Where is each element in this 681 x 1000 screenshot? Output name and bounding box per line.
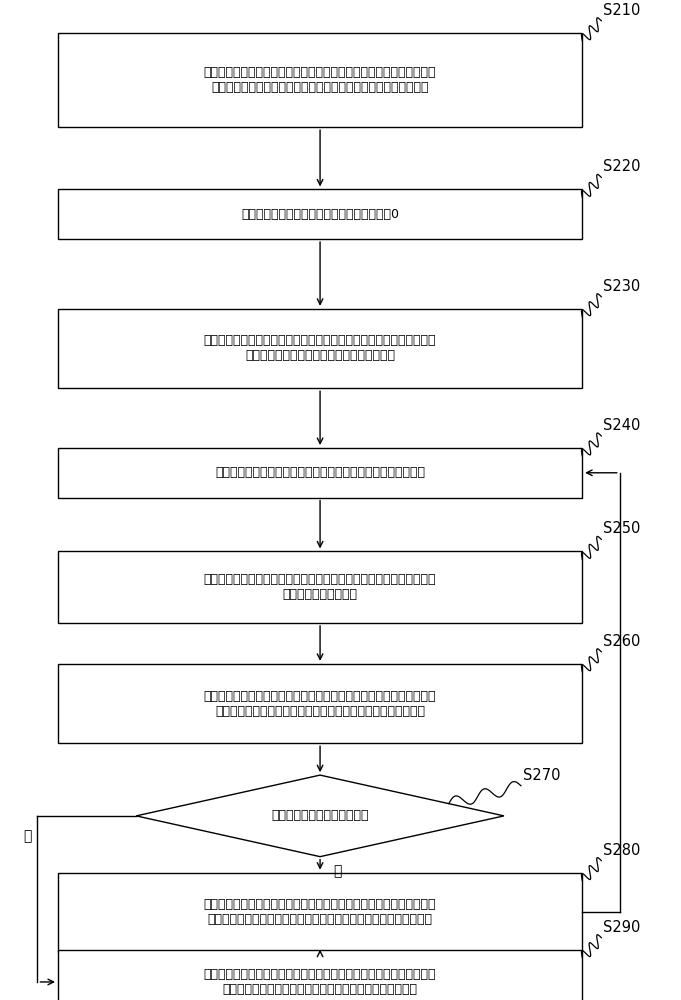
Text: S220: S220 [603, 159, 641, 174]
FancyBboxPatch shape [58, 950, 582, 1000]
Text: 对所述迭代变量进行自增加操作，并基于所述更新系数对所述候选配置
参数集中相应的候选参数值进行更新操作，形成新的候选配置参数集: 对所述迭代变量进行自增加操作，并基于所述更新系数对所述候选配置 参数集中相应的候… [204, 898, 437, 926]
Text: S260: S260 [603, 634, 641, 649]
Text: 确定所述配置成本控制模型的候选配置参数集，其中，所述候选配置参
数集包含所述配置参数的至少一组候选参数值: 确定所述配置成本控制模型的候选配置参数集，其中，所述候选配置参 数集包含所述配置… [204, 334, 437, 362]
FancyBboxPatch shape [58, 33, 582, 127]
FancyBboxPatch shape [58, 873, 582, 952]
FancyBboxPatch shape [58, 309, 582, 388]
Text: S230: S230 [603, 279, 641, 294]
Text: S250: S250 [603, 521, 641, 536]
Text: S270: S270 [523, 768, 560, 783]
FancyBboxPatch shape [58, 448, 582, 498]
Text: 设置迭代变量并将所述迭代变量的值初始化为0: 设置迭代变量并将所述迭代变量的值初始化为0 [241, 208, 399, 221]
Text: S240: S240 [603, 418, 641, 433]
FancyBboxPatch shape [58, 551, 582, 623]
FancyBboxPatch shape [58, 189, 582, 239]
Text: 基于所述目标成本函数，计算所述候选配置参数集中至少一组候选参数
值对应的总配置成本值: 基于所述目标成本函数，计算所述候选配置参数集中至少一组候选参数 值对应的总配置成… [204, 573, 437, 601]
Text: S290: S290 [603, 920, 641, 935]
Text: 是否满足设定的配置成本条件: 是否满足设定的配置成本条件 [271, 809, 369, 822]
Text: 是: 是 [24, 829, 32, 843]
Text: S210: S210 [603, 3, 641, 18]
Text: 获取计算混合储能系统配置成本所需的目标成本函数以及所述目标成本
函数对应的约束条件，作为所述混合储能系统的配置成本控制模型: 获取计算混合储能系统配置成本所需的目标成本函数以及所述目标成本 函数对应的约束条… [204, 66, 437, 94]
Text: 否: 否 [333, 865, 341, 879]
Text: S280: S280 [603, 843, 641, 858]
Text: 确定所述至少一个总配置成本值中的最小值，记所述最小值为候选成本
值，并将所述候选成本值及对应的候选参数值存放于设定缓存中: 确定所述至少一个总配置成本值中的最小值，记所述最小值为候选成本 值，并将所述候选… [204, 690, 437, 718]
Text: 确定所述设定缓存中候选成本值的最小值，将所述最小值对应的候选参
数值作为所述配置参数的目标参数值输出，并结束循环操作: 确定所述设定缓存中候选成本值的最小值，将所述最小值对应的候选参 数值作为所述配置… [204, 968, 437, 996]
Polygon shape [136, 775, 504, 857]
Text: 为所述候选配置参数集中的各组候选参数值确定相应的更新系数: 为所述候选配置参数集中的各组候选参数值确定相应的更新系数 [215, 466, 425, 479]
FancyBboxPatch shape [58, 664, 582, 743]
